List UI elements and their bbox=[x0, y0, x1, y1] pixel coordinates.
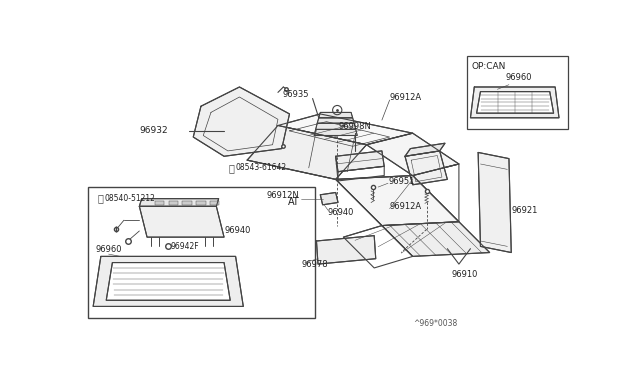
Polygon shape bbox=[278, 114, 413, 145]
Text: 96912A: 96912A bbox=[390, 93, 422, 102]
Polygon shape bbox=[382, 222, 490, 256]
Text: 96998N: 96998N bbox=[339, 122, 371, 131]
Polygon shape bbox=[336, 151, 384, 172]
Bar bbox=[155, 201, 164, 205]
Polygon shape bbox=[336, 176, 459, 225]
Text: 08543-61642: 08543-61642 bbox=[236, 163, 287, 172]
Text: ^969*0038: ^969*0038 bbox=[413, 319, 457, 328]
Text: Ⓢ: Ⓢ bbox=[229, 163, 235, 173]
Polygon shape bbox=[478, 153, 511, 253]
Polygon shape bbox=[247, 125, 367, 179]
Text: 96912A: 96912A bbox=[390, 202, 422, 211]
Text: 96910: 96910 bbox=[451, 270, 477, 279]
Text: 96951: 96951 bbox=[388, 177, 415, 186]
Polygon shape bbox=[405, 143, 445, 156]
Text: 96935: 96935 bbox=[282, 90, 308, 99]
Text: 96960: 96960 bbox=[505, 73, 532, 82]
Text: Ⓢ: Ⓢ bbox=[98, 194, 104, 203]
Polygon shape bbox=[140, 206, 224, 237]
Text: OP:CAN: OP:CAN bbox=[472, 62, 506, 71]
Polygon shape bbox=[405, 151, 447, 185]
Polygon shape bbox=[316, 123, 356, 129]
Polygon shape bbox=[106, 263, 230, 300]
Bar bbox=[196, 201, 205, 205]
Text: 96940: 96940 bbox=[224, 227, 250, 235]
Text: 08540-51212: 08540-51212 bbox=[105, 194, 156, 203]
Polygon shape bbox=[316, 235, 376, 264]
Text: 96978: 96978 bbox=[301, 260, 328, 269]
Bar bbox=[467, 56, 568, 129]
Bar bbox=[168, 201, 178, 205]
Text: 96960: 96960 bbox=[95, 245, 122, 254]
Polygon shape bbox=[193, 87, 289, 156]
Text: 96912N: 96912N bbox=[266, 191, 299, 200]
Polygon shape bbox=[314, 129, 357, 135]
Polygon shape bbox=[140, 199, 219, 206]
Text: 96942F: 96942F bbox=[170, 242, 199, 251]
Text: 96940: 96940 bbox=[328, 208, 355, 217]
Text: 96932: 96932 bbox=[140, 126, 168, 135]
Text: AT: AT bbox=[288, 197, 300, 207]
Polygon shape bbox=[320, 192, 338, 205]
Polygon shape bbox=[317, 118, 354, 123]
Polygon shape bbox=[477, 92, 554, 113]
Polygon shape bbox=[367, 133, 459, 176]
Polygon shape bbox=[319, 112, 353, 118]
Bar bbox=[210, 201, 220, 205]
Polygon shape bbox=[93, 256, 243, 307]
Polygon shape bbox=[470, 87, 559, 118]
Text: 96921: 96921 bbox=[511, 206, 538, 215]
Bar bbox=[88, 187, 315, 318]
Bar bbox=[182, 201, 192, 205]
